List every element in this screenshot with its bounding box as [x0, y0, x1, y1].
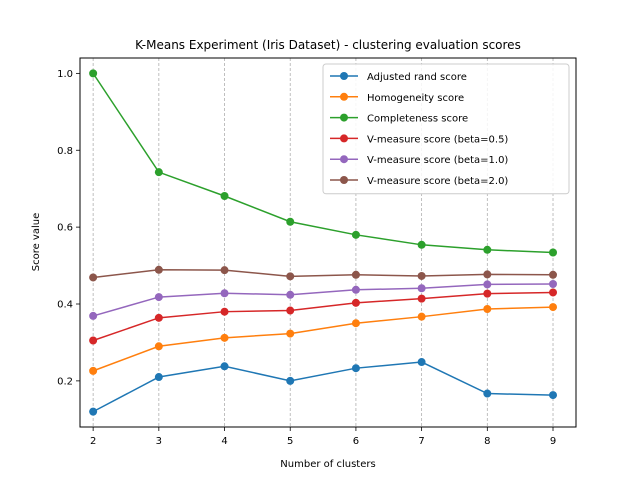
x-tick-label: 6 [353, 436, 359, 447]
series-group [89, 358, 558, 416]
plot-frame [79, 57, 577, 428]
y-axis-label: Score value [31, 213, 42, 272]
x-tick-label: 2 [90, 436, 96, 447]
data-point [220, 289, 229, 298]
series-group [89, 69, 558, 257]
y-tick-label: 0.4 [57, 300, 73, 311]
legend-marker [340, 92, 348, 101]
data-point [154, 293, 163, 302]
series-line [92, 291, 554, 342]
data-point [220, 362, 229, 371]
data-point [89, 273, 98, 282]
data-point [351, 270, 360, 279]
legend: Adjusted rand score Homogeneity score Comp… [322, 63, 570, 195]
y-ticks: 0.2 0.4 0.6 0.8 1.0 [57, 69, 80, 387]
data-point [417, 240, 426, 249]
data-point [351, 319, 360, 328]
x-tick-label: 5 [287, 436, 293, 447]
series-line [92, 72, 554, 254]
data-point [483, 289, 492, 298]
data-point [417, 284, 426, 293]
series-group [89, 288, 558, 345]
legend-marker [340, 134, 348, 143]
data-point [286, 376, 295, 385]
data-point [417, 358, 426, 367]
data-point [351, 298, 360, 307]
x-tick-label: 4 [221, 436, 227, 447]
chart-title: K-Means Experiment (Iris Dataset) - clus… [135, 38, 521, 52]
legend-label: V-measure score (beta=1.0) [367, 155, 508, 166]
legend-marker [340, 176, 348, 184]
x-tick-label: 7 [418, 436, 424, 447]
legend-label: V-measure score (beta=2.0) [367, 176, 508, 187]
data-point [89, 366, 98, 375]
data-point [483, 280, 492, 289]
data-point [417, 294, 426, 303]
legend-marker [340, 113, 348, 122]
data-point [220, 307, 229, 316]
data-point [549, 248, 558, 257]
y-tick-label: 0.8 [57, 146, 73, 157]
data-point [154, 265, 163, 274]
legend-label: V-measure score (beta=0.5) [367, 134, 508, 145]
data-point [483, 245, 492, 254]
y-tick-label: 0.6 [57, 223, 73, 234]
data-point [220, 191, 229, 200]
series-group [89, 280, 558, 320]
y-tick-label: 0.2 [57, 376, 73, 387]
legend-label: Adjusted rand score [367, 72, 467, 83]
legend-label: Homogeneity score [367, 93, 464, 104]
data-point [89, 69, 98, 78]
data-point [483, 389, 492, 398]
data-point [549, 280, 558, 289]
data-point [220, 333, 229, 342]
data-point [286, 290, 295, 299]
x-ticks: 2 3 4 5 6 7 8 9 [90, 427, 556, 447]
series-group [89, 303, 558, 375]
data-point [286, 217, 295, 226]
data-point [351, 364, 360, 373]
data-point [549, 303, 558, 312]
x-axis-label: Number of clusters [280, 459, 375, 470]
data-point [220, 266, 229, 275]
data-point [483, 304, 492, 313]
data-point [549, 270, 558, 279]
data-point [549, 391, 558, 400]
series-group [89, 265, 558, 282]
x-tick-label: 3 [156, 436, 162, 447]
data-point [549, 288, 558, 297]
data-point [483, 270, 492, 279]
data-point [351, 230, 360, 239]
data-point [154, 313, 163, 322]
data-point [417, 312, 426, 321]
legend-marker [340, 72, 348, 80]
data-point [154, 373, 163, 382]
legend-marker [340, 155, 348, 164]
data-point [89, 407, 98, 416]
series-line [92, 283, 554, 317]
data-point [154, 342, 163, 351]
data-point [286, 272, 295, 281]
data-point [286, 306, 295, 315]
series-line [92, 306, 554, 372]
legend-box [322, 63, 570, 195]
legend-label: Completeness score [367, 114, 468, 125]
x-tick-label: 8 [484, 436, 490, 447]
y-tick-label: 1.0 [57, 69, 73, 80]
data-point [351, 285, 360, 294]
data-point [89, 311, 98, 320]
series-line [92, 361, 554, 413]
data-point [417, 271, 426, 280]
data-point [286, 329, 295, 338]
data-point [154, 168, 163, 177]
x-tick-label: 9 [550, 436, 556, 447]
data-point [89, 336, 98, 345]
series-line [93, 269, 554, 279]
series-layer [89, 69, 558, 416]
